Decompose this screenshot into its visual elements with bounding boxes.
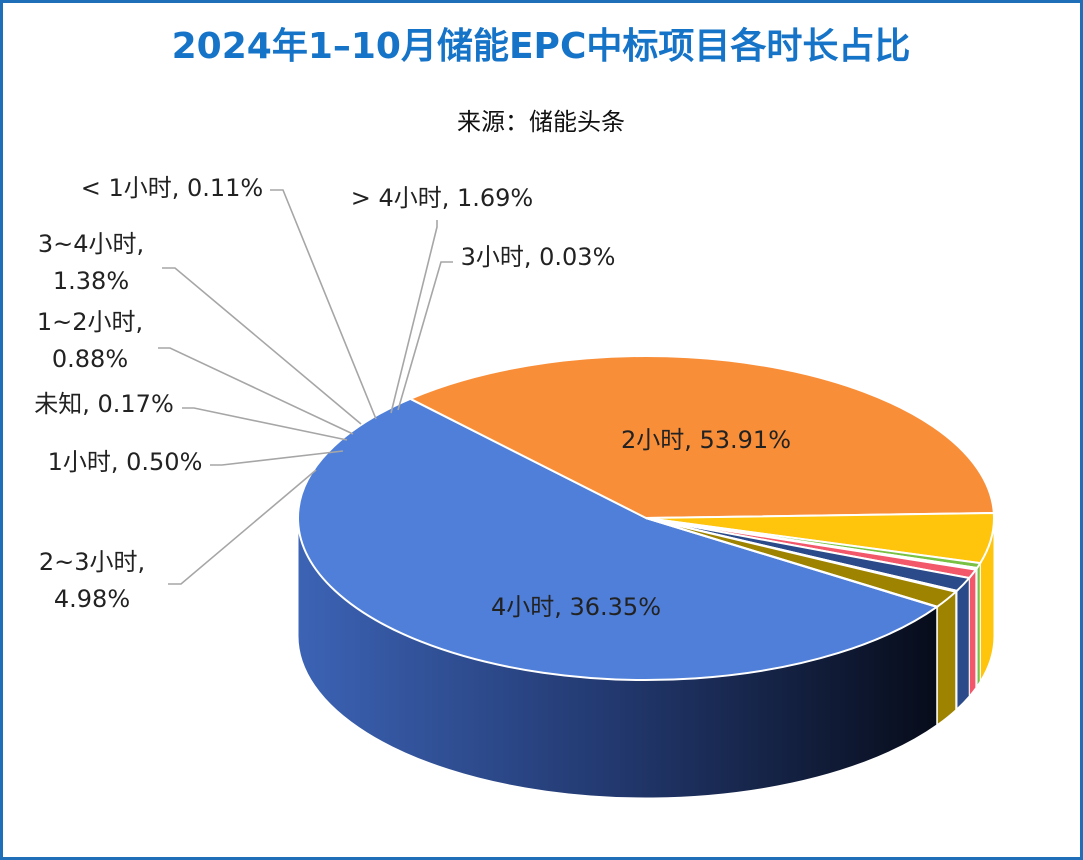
pie-top: [297, 355, 995, 681]
data-label-7: < 1小时, 0.11%: [81, 174, 264, 202]
leader-line-2: [168, 469, 317, 585]
data-label-9: 3小时, 0.03%: [461, 243, 616, 271]
pie-slice-1: [407, 355, 995, 520]
data-label-0: 2小时, 53.91%: [621, 426, 791, 454]
leader-line-3: [210, 450, 344, 466]
data-label-value-2: 4.98%: [54, 585, 130, 613]
leader-line-4: [182, 407, 348, 441]
leader-line-8: [390, 220, 438, 414]
data-label-4: 未知, 0.17%: [34, 390, 174, 418]
leader-line-5: [158, 347, 354, 435]
data-label-3: 1小时, 0.50%: [48, 448, 203, 476]
data-labels: 2小时, 53.91% 4小时, 36.35% 2~3小时, 4.98% 1小时, 0.…: [34, 174, 791, 621]
data-label-1: 4小时, 36.35%: [491, 593, 661, 621]
data-label-6: 3~4小时,: [38, 230, 144, 258]
data-label-8: > 4小时, 1.69%: [351, 184, 534, 212]
pie-side-5: [968, 568, 977, 698]
leader-line-7: [270, 189, 377, 420]
pie-side-8: [936, 590, 957, 726]
pie-slice-0: [297, 397, 940, 681]
pie-side-6: [956, 576, 970, 710]
chart-title: 2024年1–10月储能EPC中标项目各时长占比: [172, 26, 911, 67]
data-label-2: 2~3小时,: [39, 548, 145, 576]
data-label-value-6: 1.38%: [53, 267, 129, 295]
data-label-value-5: 0.88%: [52, 345, 128, 373]
leader-line-6: [162, 267, 362, 425]
data-label-5: 1~2小时,: [37, 308, 143, 336]
pie-slice-9: [645, 517, 940, 609]
chart-subtitle: 来源：储能头条: [457, 108, 625, 136]
leader-lines: [158, 189, 453, 585]
leader-line-9: [397, 261, 453, 411]
